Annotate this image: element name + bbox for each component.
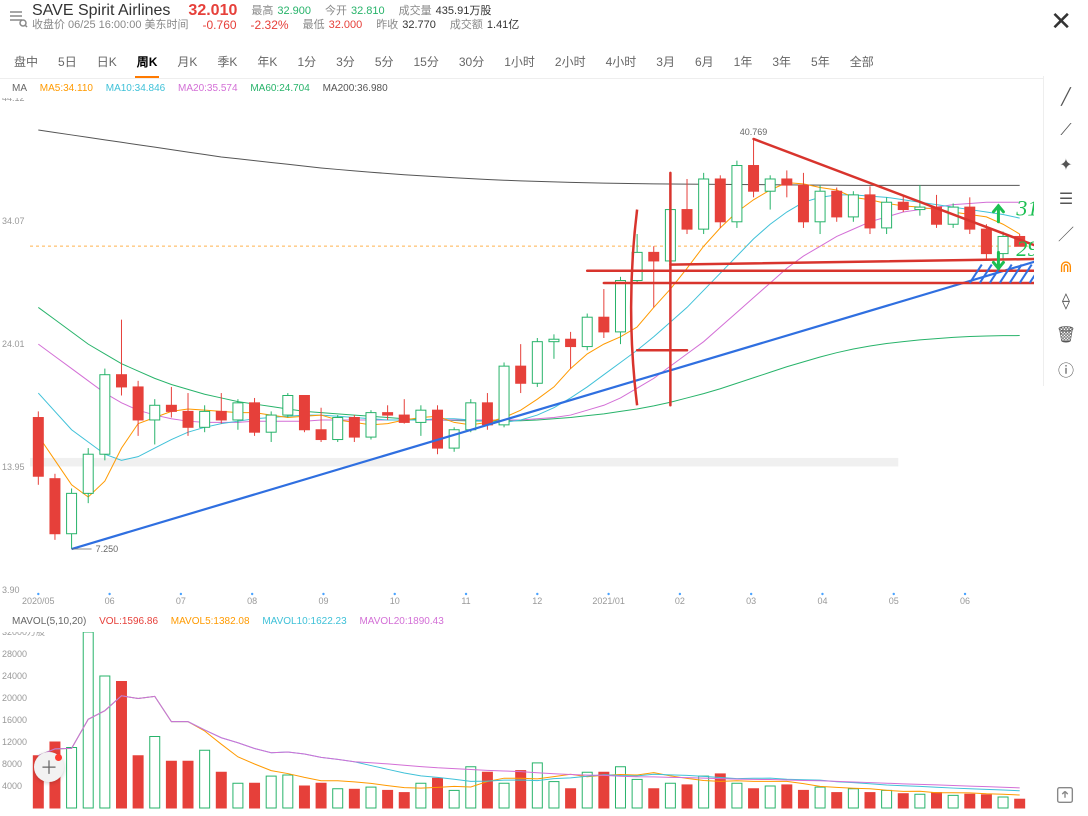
- svg-text:16000: 16000: [2, 715, 27, 725]
- svg-text:34.07: 34.07: [2, 216, 25, 226]
- svg-text:3.90: 3.90: [2, 585, 20, 595]
- tab-5年[interactable]: 5年: [801, 46, 840, 78]
- volume-legend: MAVOL(5,10,20) VOL:1596.86 MAVOL5:1382.0…: [12, 616, 454, 627]
- settings-icon[interactable]: ⟠: [1046, 284, 1086, 318]
- svg-text:12000: 12000: [2, 737, 27, 747]
- drawing-toolbar: ╱⟋✦☰／⋒⟠🗑ⓘ: [1043, 76, 1088, 386]
- draw-trendline-icon[interactable]: ╱: [1046, 80, 1086, 114]
- mavol5-label: MAVOL5:1382.08: [171, 616, 250, 627]
- change-abs: -0.760: [203, 18, 237, 32]
- tab-盘中[interactable]: 盘中: [4, 46, 48, 78]
- tab-1分[interactable]: 1分: [287, 46, 326, 78]
- svg-text:12: 12: [532, 596, 542, 606]
- tab-3月[interactable]: 3月: [646, 46, 685, 78]
- ticker-title: SAVE Spirit Airlines: [32, 4, 170, 18]
- svg-text:02: 02: [675, 596, 685, 606]
- tab-4小时[interactable]: 4小时: [596, 46, 647, 78]
- close-time: 收盘价 06/25 16:00:00 美东时间: [32, 18, 189, 32]
- svg-text:28000: 28000: [2, 649, 27, 659]
- tab-1小时[interactable]: 1小时: [494, 46, 545, 78]
- change-pct: -2.32%: [251, 18, 289, 32]
- close-icon[interactable]: ✕: [1042, 4, 1080, 38]
- svg-text:44.12: 44.12: [2, 98, 25, 103]
- tab-月K[interactable]: 月K: [167, 46, 207, 78]
- ma-legend: MA MA5:34.110 MA10:34.846 MA20:35.574 MA…: [0, 79, 1088, 94]
- ma200-label: MA200:36.980: [323, 83, 388, 94]
- svg-text:29.90: 29.90: [1016, 236, 1034, 261]
- svg-text:07: 07: [176, 596, 186, 606]
- svg-text:13.95: 13.95: [2, 462, 25, 472]
- tab-5日[interactable]: 5日: [48, 46, 87, 78]
- ma60-label: MA60:24.704: [250, 83, 310, 94]
- svg-text:06: 06: [960, 596, 970, 606]
- svg-text:06: 06: [105, 596, 115, 606]
- draw-segment-icon[interactable]: ⟋: [1046, 114, 1086, 148]
- tab-日K[interactable]: 日K: [87, 46, 127, 78]
- export-icon[interactable]: [1054, 784, 1078, 808]
- header: SAVE Spirit Airlines 32.010 最高32.900 今开3…: [0, 0, 1088, 46]
- volume-chart[interactable]: 32000万股 28000 24000 20000 16000 12000 8000 4000: [0, 632, 1034, 812]
- timeframe-tabs: 盘中5日日K周K月K季K年K1分3分5分15分30分1小时2小时4小时3月6月1…: [0, 46, 1088, 79]
- add-indicator-button[interactable]: ＋: [34, 752, 64, 782]
- draw-fib-icon[interactable]: ✦: [1046, 148, 1086, 182]
- ma10-label: MA10:34.846: [106, 83, 166, 94]
- tab-6月[interactable]: 6月: [685, 46, 724, 78]
- tab-周K[interactable]: 周K: [127, 46, 168, 78]
- tab-3分[interactable]: 3分: [326, 46, 365, 78]
- mavol10-label: MAVOL10:1622.23: [262, 616, 346, 627]
- stat-volume: 435.91万股: [436, 4, 492, 18]
- tab-15分[interactable]: 15分: [404, 46, 449, 78]
- menu-search-icon[interactable]: [8, 4, 32, 28]
- vol-label: VOL:1596.86: [99, 616, 158, 627]
- svg-text:31.0: 31.0: [1015, 196, 1034, 221]
- stat-high: 32.900: [277, 4, 311, 18]
- stat-open: 32.810: [351, 4, 385, 18]
- stat-turnover: 1.41亿: [487, 18, 519, 32]
- tab-30分[interactable]: 30分: [449, 46, 494, 78]
- tab-季K[interactable]: 季K: [207, 46, 247, 78]
- ma5-label: MA5:34.110: [40, 83, 93, 94]
- svg-text:10: 10: [390, 596, 400, 606]
- svg-text:03: 03: [746, 596, 756, 606]
- tab-1年[interactable]: 1年: [724, 46, 763, 78]
- svg-text:11: 11: [461, 596, 470, 606]
- indicator-list-icon[interactable]: ☰: [1046, 182, 1086, 216]
- svg-text:8000: 8000: [2, 759, 22, 769]
- ma20-label: MA20:35.574: [178, 83, 238, 94]
- svg-text:2020/05: 2020/05: [22, 596, 55, 606]
- brush-icon[interactable]: ／: [1046, 216, 1086, 250]
- stat-low: 32.000: [329, 18, 363, 32]
- delete-icon[interactable]: 🗑: [1046, 318, 1086, 352]
- tab-3年[interactable]: 3年: [762, 46, 801, 78]
- tab-2小时[interactable]: 2小时: [545, 46, 596, 78]
- svg-text:32000万股: 32000万股: [2, 632, 45, 637]
- tab-5分[interactable]: 5分: [365, 46, 404, 78]
- last-price: 32.010: [188, 4, 237, 18]
- svg-text:08: 08: [247, 596, 257, 606]
- mavol20-label: MAVOL20:1890.43: [359, 616, 443, 627]
- tab-年K[interactable]: 年K: [247, 46, 287, 78]
- price-chart[interactable]: 44.12 34.07 24.01 13.95 3.902020/05 06 07 08 09 1…: [0, 98, 1034, 608]
- svg-text:20000: 20000: [2, 693, 27, 703]
- svg-text:2021/01: 2021/01: [592, 596, 625, 606]
- info-icon[interactable]: ⓘ: [1046, 352, 1086, 386]
- svg-text:04: 04: [817, 596, 827, 606]
- svg-text:4000: 4000: [2, 781, 22, 791]
- svg-text:24.01: 24.01: [2, 339, 25, 349]
- svg-text:7.250: 7.250: [96, 544, 119, 554]
- svg-text:09: 09: [318, 596, 328, 606]
- magnet-icon[interactable]: ⋒: [1046, 250, 1086, 284]
- svg-text:40.769: 40.769: [740, 127, 768, 137]
- svg-text:05: 05: [889, 596, 899, 606]
- stat-prevclose: 32.770: [402, 18, 436, 32]
- svg-text:24000: 24000: [2, 671, 27, 681]
- tab-全部[interactable]: 全部: [840, 46, 884, 78]
